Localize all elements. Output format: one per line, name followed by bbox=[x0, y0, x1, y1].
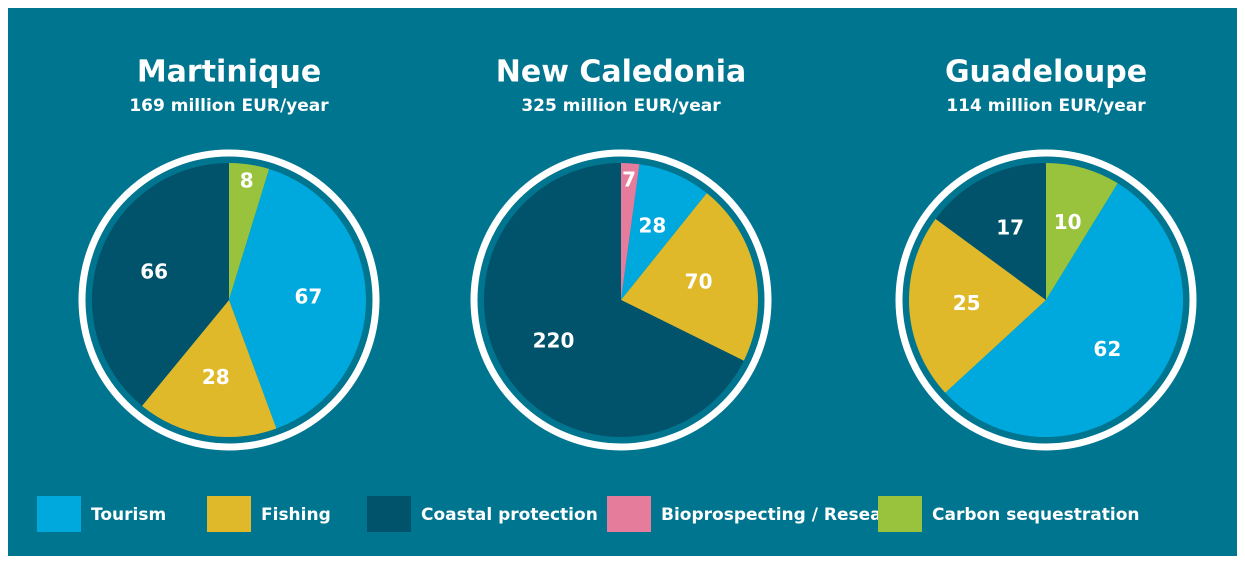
legend-label: Bioprospecting / Research bbox=[661, 505, 912, 525]
pie-slice bbox=[142, 300, 277, 437]
pie-title: Guadeloupe bbox=[945, 55, 1147, 90]
pie-title: Martinique bbox=[137, 55, 321, 90]
pie-slice bbox=[909, 218, 1046, 393]
pie-title: New Caledonia bbox=[496, 55, 746, 90]
legend-swatch bbox=[207, 496, 251, 532]
legend-swatch bbox=[607, 496, 651, 532]
pie-slice bbox=[935, 163, 1046, 300]
slice-label: 66 bbox=[140, 260, 168, 284]
pie-slice bbox=[484, 163, 744, 437]
slice-label: 28 bbox=[638, 213, 666, 237]
slice-label: 10 bbox=[1054, 210, 1082, 234]
legend-label: Tourism bbox=[91, 505, 166, 525]
slice-label: 7 bbox=[622, 168, 636, 192]
slice-label: 67 bbox=[295, 284, 323, 308]
pie-slice bbox=[229, 169, 366, 429]
pie-subtitle: 325 million EUR/year bbox=[521, 96, 721, 116]
slice-label: 70 bbox=[685, 269, 713, 293]
slice-label: 17 bbox=[996, 216, 1024, 240]
legend-swatch bbox=[878, 496, 922, 532]
legend-label: Fishing bbox=[261, 505, 331, 525]
pie-slice bbox=[621, 163, 640, 300]
legend-label: Coastal protection bbox=[421, 505, 598, 525]
pie-subtitle: 114 million EUR/year bbox=[946, 96, 1146, 116]
pie-slice bbox=[621, 193, 759, 361]
pie-slice bbox=[91, 163, 229, 406]
pie-slice bbox=[229, 163, 270, 300]
legend-swatch bbox=[37, 496, 81, 532]
slice-label: 8 bbox=[240, 169, 254, 193]
pie-slice bbox=[621, 164, 707, 300]
legend-label: Carbon sequestration bbox=[932, 505, 1140, 525]
slice-label: 28 bbox=[202, 365, 230, 389]
slice-label: 62 bbox=[1093, 337, 1121, 361]
pie-slice bbox=[945, 183, 1183, 437]
slice-label: 25 bbox=[953, 291, 981, 315]
slice-label: 220 bbox=[533, 328, 575, 352]
pie-subtitle: 169 million EUR/year bbox=[129, 96, 329, 116]
legend-swatch bbox=[367, 496, 411, 532]
pie-slice bbox=[1046, 163, 1118, 300]
